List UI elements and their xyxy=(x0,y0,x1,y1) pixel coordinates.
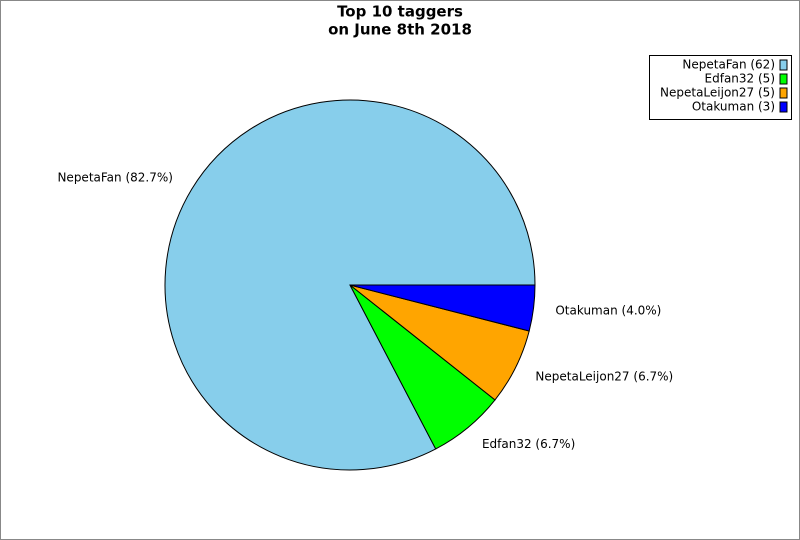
legend-swatch xyxy=(779,87,788,99)
slice-label: Edfan32 (6.7%) xyxy=(482,437,575,451)
slice-label: NepetaLeijon27 (6.7%) xyxy=(535,370,673,384)
pie-slice xyxy=(349,284,536,332)
legend-swatch xyxy=(779,73,788,85)
chart-subtitle: on June 8th 2018 xyxy=(328,21,472,39)
legend-swatch xyxy=(779,59,788,71)
chart-title: Top 10 taggers xyxy=(337,3,463,21)
legend-label: Otakuman (3) xyxy=(692,100,775,114)
pie-slice xyxy=(164,99,536,471)
legend-label: Edfan32 (5) xyxy=(705,72,775,86)
slice-label: Otakuman (4.0%) xyxy=(555,303,661,317)
legend-label: NepetaLeijon27 (5) xyxy=(660,86,775,100)
legend-label: NepetaFan (62) xyxy=(682,58,775,72)
legend-box xyxy=(649,55,792,120)
legend-swatch xyxy=(779,101,788,113)
slice-label: NepetaFan (82.7%) xyxy=(57,170,172,184)
